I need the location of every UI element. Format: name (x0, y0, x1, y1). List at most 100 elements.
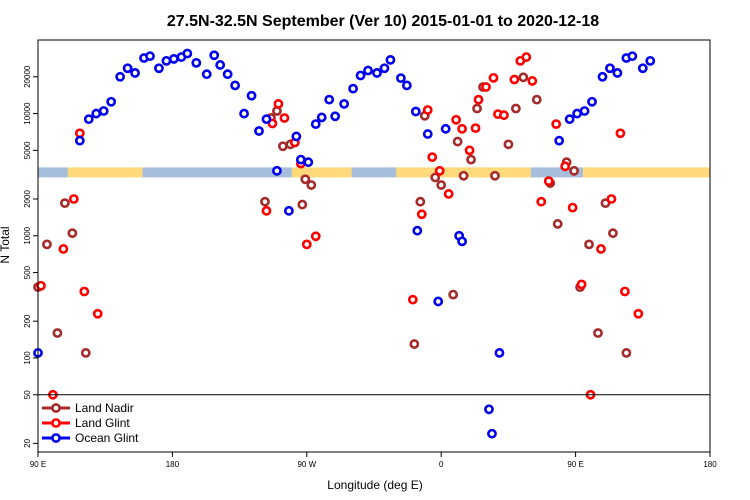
data-point (416, 209, 427, 220)
data-point (458, 170, 469, 181)
data-point (273, 98, 284, 109)
data-point (122, 63, 133, 74)
x-tick-label: 90 E (567, 460, 583, 469)
data-point (499, 110, 509, 121)
data-point (363, 65, 373, 76)
data-point (436, 180, 447, 190)
data-point (615, 128, 626, 139)
data-point (355, 70, 366, 81)
data-point (606, 194, 617, 204)
data-point (443, 189, 454, 199)
data-point (415, 196, 426, 207)
data-point (98, 106, 109, 116)
data-point (560, 161, 571, 172)
y-axis-label: N Total (0, 226, 12, 263)
data-point (457, 236, 468, 247)
data-point (115, 71, 126, 82)
band-segment (351, 167, 397, 178)
band-segment (67, 167, 143, 178)
data-point (291, 131, 302, 142)
data-point (576, 279, 587, 290)
data-point (551, 119, 562, 130)
data-point (182, 48, 193, 59)
data-point (612, 68, 623, 78)
data-point (246, 90, 257, 101)
data-point (621, 348, 632, 358)
data-point (487, 428, 497, 439)
data-point (330, 111, 341, 122)
points-layer (33, 48, 656, 439)
legend-swatch-marker (51, 403, 61, 413)
data-point (430, 172, 441, 183)
y-tick-label: 20000 (23, 65, 32, 88)
legend-swatch-marker (51, 433, 61, 443)
data-point (145, 51, 155, 62)
data-point (385, 54, 396, 65)
data-point (473, 94, 484, 105)
data-point (543, 176, 554, 187)
data-point (295, 154, 306, 165)
data-point (494, 348, 505, 358)
x-tick-label: 90 E (30, 460, 46, 469)
data-point (239, 108, 249, 119)
data-point (451, 114, 462, 125)
data-point (572, 108, 582, 119)
band-segment (38, 167, 68, 178)
data-point (597, 71, 608, 82)
data-point (79, 286, 90, 297)
data-point (509, 74, 520, 85)
data-point (68, 194, 79, 204)
data-point (91, 108, 102, 119)
y-tick-label: 10000 (23, 102, 32, 125)
data-point (412, 225, 423, 236)
data-point (215, 60, 226, 70)
band-layer (38, 167, 710, 178)
chart-title: 27.5N-32.5N September (Ver 10) 2015-01-0… (167, 13, 599, 30)
y-tick-label: 500 (23, 265, 32, 279)
data-point (201, 69, 212, 80)
band-segment (530, 167, 584, 178)
data-point (409, 339, 420, 349)
data-point (300, 174, 311, 185)
y-tick-label: 50 (23, 390, 32, 399)
y-tick-label: 2000 (23, 190, 32, 208)
data-point (608, 228, 618, 239)
data-point (596, 244, 606, 254)
x-tick-label: 90 W (297, 460, 316, 469)
data-point (395, 73, 406, 84)
data-point (472, 103, 482, 114)
data-point (427, 152, 438, 163)
band-segment (291, 167, 352, 178)
legend-swatch-marker (51, 418, 61, 428)
data-point (422, 105, 433, 115)
data-point (42, 239, 52, 250)
data-point (490, 170, 500, 181)
data-point (531, 94, 542, 105)
data-point (484, 404, 494, 415)
data-point (67, 228, 78, 239)
data-point (605, 63, 615, 74)
data-point (433, 296, 444, 307)
data-point (306, 180, 317, 190)
data-point (510, 103, 521, 114)
data-point (301, 239, 312, 250)
data-point (481, 82, 491, 92)
data-point (59, 198, 70, 209)
data-point (278, 141, 288, 152)
data-point (154, 63, 164, 74)
data-point (80, 348, 91, 358)
y-tick-label: 20 (23, 438, 32, 447)
data-point (633, 308, 644, 319)
data-point (579, 106, 590, 116)
data-point (261, 205, 272, 216)
data-point (303, 157, 314, 168)
data-point (310, 231, 321, 242)
data-point (283, 205, 294, 216)
legend-label: Ocean Glint (75, 431, 139, 445)
data-point (191, 57, 202, 68)
y-tick-label: 5000 (23, 141, 32, 159)
x-tick-label: 180 (703, 460, 717, 469)
data-point (260, 196, 270, 207)
